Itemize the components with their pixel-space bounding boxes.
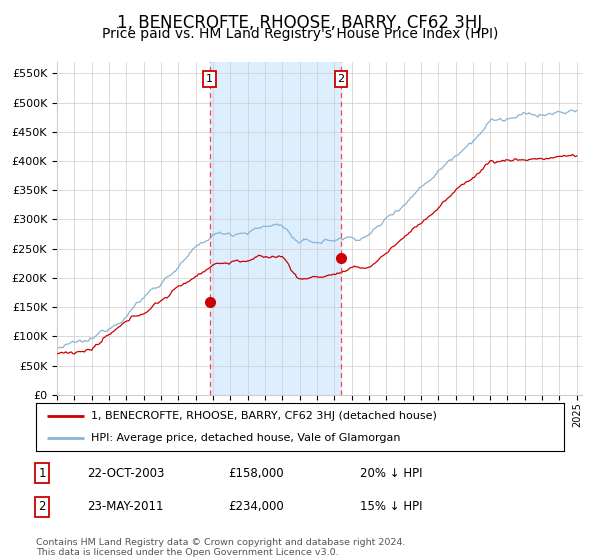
Text: 2: 2: [38, 500, 46, 514]
Text: 15% ↓ HPI: 15% ↓ HPI: [360, 500, 422, 514]
Text: 1: 1: [206, 74, 213, 84]
Text: £158,000: £158,000: [228, 466, 284, 480]
Text: 1: 1: [38, 466, 46, 480]
Text: 2: 2: [337, 74, 344, 84]
Text: 1, BENECROFTE, RHOOSE, BARRY, CF62 3HJ: 1, BENECROFTE, RHOOSE, BARRY, CF62 3HJ: [118, 14, 482, 32]
Text: £234,000: £234,000: [228, 500, 284, 514]
Text: 22-OCT-2003: 22-OCT-2003: [87, 466, 164, 480]
Text: 1, BENECROFTE, RHOOSE, BARRY, CF62 3HJ (detached house): 1, BENECROFTE, RHOOSE, BARRY, CF62 3HJ (…: [91, 411, 437, 421]
Text: HPI: Average price, detached house, Vale of Glamorgan: HPI: Average price, detached house, Vale…: [91, 433, 401, 443]
Text: Price paid vs. HM Land Registry's House Price Index (HPI): Price paid vs. HM Land Registry's House …: [102, 27, 498, 41]
Bar: [209, 62, 341, 395]
Text: Contains HM Land Registry data © Crown copyright and database right 2024.
This d: Contains HM Land Registry data © Crown c…: [36, 538, 406, 557]
Text: 20% ↓ HPI: 20% ↓ HPI: [360, 466, 422, 480]
Text: 23-MAY-2011: 23-MAY-2011: [87, 500, 163, 514]
